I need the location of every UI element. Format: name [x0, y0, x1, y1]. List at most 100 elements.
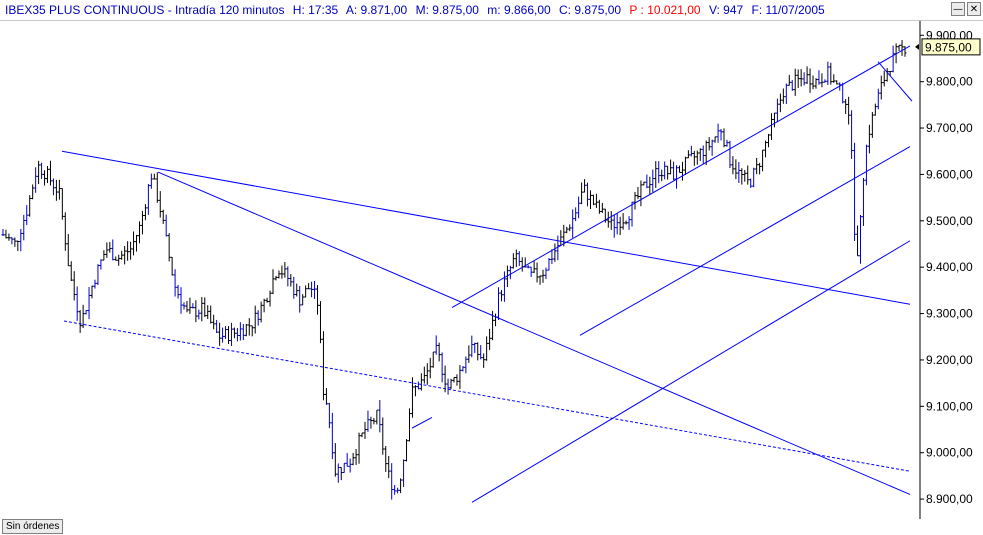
price-bar	[99, 259, 103, 270]
price-bar	[227, 325, 230, 345]
price-bar	[40, 162, 44, 180]
price-bar	[891, 45, 895, 73]
price-bar	[69, 261, 73, 282]
price-bar	[600, 202, 604, 213]
price-bar	[591, 194, 595, 206]
price-bar	[612, 214, 616, 238]
price-bar	[387, 456, 391, 479]
price-bar	[586, 182, 590, 207]
price-bar	[384, 445, 388, 472]
price-bar	[96, 264, 100, 286]
price-bar	[701, 145, 705, 164]
price-bar	[348, 458, 352, 473]
price-bar	[215, 319, 219, 334]
price-bar	[241, 323, 245, 341]
close-button[interactable]: ✕	[967, 2, 981, 16]
price-bar	[663, 161, 667, 180]
price-bar	[316, 285, 320, 315]
price-bar	[137, 221, 141, 244]
price-bar	[357, 432, 361, 464]
price-bar	[508, 265, 512, 280]
price-bar	[719, 129, 723, 141]
hour-value: H: 17:35	[292, 3, 339, 17]
price-bar	[28, 195, 32, 217]
price-bar	[660, 169, 664, 182]
price-bar	[339, 466, 343, 481]
price-bar	[4, 229, 8, 239]
price-bar	[434, 335, 438, 355]
price-bar	[571, 209, 575, 238]
price-bar	[268, 290, 272, 307]
price-bar	[229, 322, 233, 347]
price-bar	[514, 249, 518, 268]
price-bar	[787, 74, 791, 86]
price-bar	[778, 93, 782, 113]
price-bar	[390, 463, 394, 500]
axis-tick-label: 9.500,00	[926, 214, 973, 228]
price-bar	[547, 258, 551, 271]
price-bar	[327, 402, 331, 429]
price-bar	[232, 327, 236, 339]
price-bar	[485, 336, 489, 361]
price-bar	[259, 301, 263, 323]
axis-tick-label: 9.100,00	[926, 399, 973, 413]
minimize-button[interactable]: —	[951, 2, 965, 16]
trendline[interactable]	[451, 45, 911, 308]
price-bar	[13, 237, 17, 247]
price-bar	[517, 251, 521, 266]
price-bar	[105, 242, 109, 258]
price-bar	[126, 241, 130, 261]
price-bar	[345, 453, 349, 467]
price-bar	[324, 388, 328, 405]
price-bar	[155, 172, 159, 203]
price-bar	[713, 136, 717, 143]
price-bar	[743, 169, 747, 182]
price-bar	[784, 83, 788, 104]
price-bar	[559, 230, 563, 247]
price-bar	[179, 287, 183, 314]
price-bar	[43, 170, 47, 186]
price-bar	[698, 148, 702, 161]
axis-tick-label: 9.300,00	[926, 307, 973, 321]
price-bar	[805, 66, 809, 85]
trendlines	[61, 45, 913, 503]
price-bar	[321, 331, 325, 401]
price-bar	[203, 297, 207, 317]
price-bar	[431, 351, 435, 368]
price-bar	[405, 439, 409, 462]
trendline[interactable]	[579, 146, 911, 336]
price-bar	[476, 342, 480, 361]
price-bar	[410, 377, 414, 418]
price-bar	[413, 385, 417, 397]
price-bar	[443, 365, 447, 393]
trendline[interactable]	[411, 417, 433, 429]
price-bar	[897, 44, 901, 52]
price-bar	[200, 297, 204, 322]
volume-value: V: 947	[708, 3, 744, 17]
trendline[interactable]	[61, 150, 911, 305]
price-bar	[494, 313, 498, 327]
price-bar	[568, 224, 572, 232]
trendline[interactable]	[157, 171, 911, 495]
price-bar	[817, 70, 821, 85]
price-bar	[31, 184, 35, 200]
price-bar	[399, 478, 403, 494]
price-bar	[452, 376, 456, 383]
price-bar	[396, 487, 400, 494]
trendline[interactable]	[877, 61, 913, 102]
price-bar	[238, 322, 242, 341]
price-bar	[419, 373, 423, 391]
price-bars	[1, 40, 907, 500]
price-bar	[565, 226, 569, 234]
price-chart[interactable]: 8.900,00 9.000,00 9.100,00 9.200,00 9.300,00…	[0, 21, 983, 519]
trendline[interactable]	[471, 240, 911, 503]
price-bar	[752, 167, 756, 188]
price-bar	[304, 285, 308, 298]
price-bar	[218, 322, 222, 346]
price-bar	[93, 279, 97, 289]
price-bar	[532, 261, 536, 274]
price-bar	[885, 68, 889, 82]
support-line-dashed[interactable]	[63, 320, 911, 472]
price-bar	[120, 250, 124, 260]
axis-tick-label: 9.200,00	[926, 353, 973, 367]
